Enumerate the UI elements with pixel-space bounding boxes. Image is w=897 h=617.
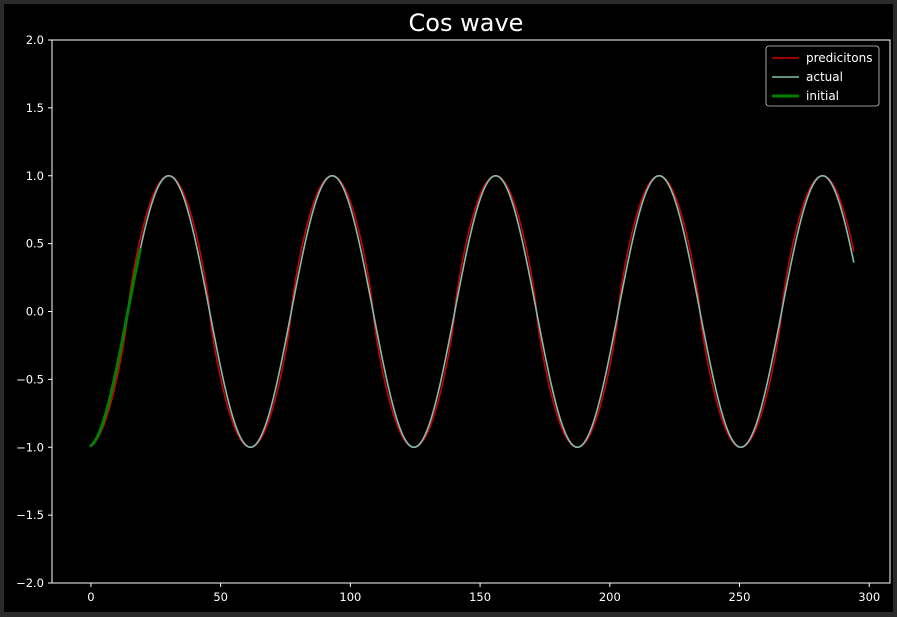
chart-figure: Cos wave 0 50 100 150 200 250 300 −2.0 −1.5 −1.0 −…: [4, 4, 893, 612]
x-tick-label: 250: [729, 590, 751, 604]
series-line-predicitons: [90, 174, 855, 449]
x-tick-label: 50: [213, 590, 228, 604]
legend-box: [765, 45, 880, 107]
legend: predicitons actual initial: [765, 45, 880, 107]
x-tick-label: 0: [87, 590, 94, 604]
series-line-actual: [90, 174, 855, 449]
y-tick-label: −0.5: [16, 372, 44, 386]
legend-label-predicitons: predicitons: [806, 51, 872, 65]
y-tick-label: 0.0: [26, 305, 44, 319]
series-layer: [89, 174, 855, 449]
series-line-initial: [89, 248, 142, 448]
chart-title: Cos wave: [409, 9, 524, 37]
legend-label-actual: actual: [806, 70, 843, 84]
y-tick-label: −1.5: [16, 508, 44, 522]
y-tick-label: 1.5: [26, 101, 44, 115]
axis-layer: 0 50 100 150 200 250 300 −2.0 −1.5 −1.0 −0.5 0.0 0.5…: [16, 33, 880, 604]
y-tick-label: 1.0: [26, 169, 44, 183]
y-tick-label: 0.5: [26, 237, 44, 251]
y-tick-label: −2.0: [16, 576, 44, 590]
x-tick-label: 200: [599, 590, 621, 604]
y-tick-label: 2.0: [26, 33, 44, 47]
y-tick-label: −1.0: [16, 440, 44, 454]
plot-area-frame: [51, 39, 891, 584]
x-tick-label: 100: [339, 590, 361, 604]
x-tick-label: 300: [858, 590, 880, 604]
x-tick-label: 150: [469, 590, 491, 604]
legend-label-initial: initial: [806, 89, 839, 103]
chart-svg: Cos wave 0 50 100 150 200 250 300 −2.0 −1.5 −1.0 −…: [16, 9, 891, 604]
